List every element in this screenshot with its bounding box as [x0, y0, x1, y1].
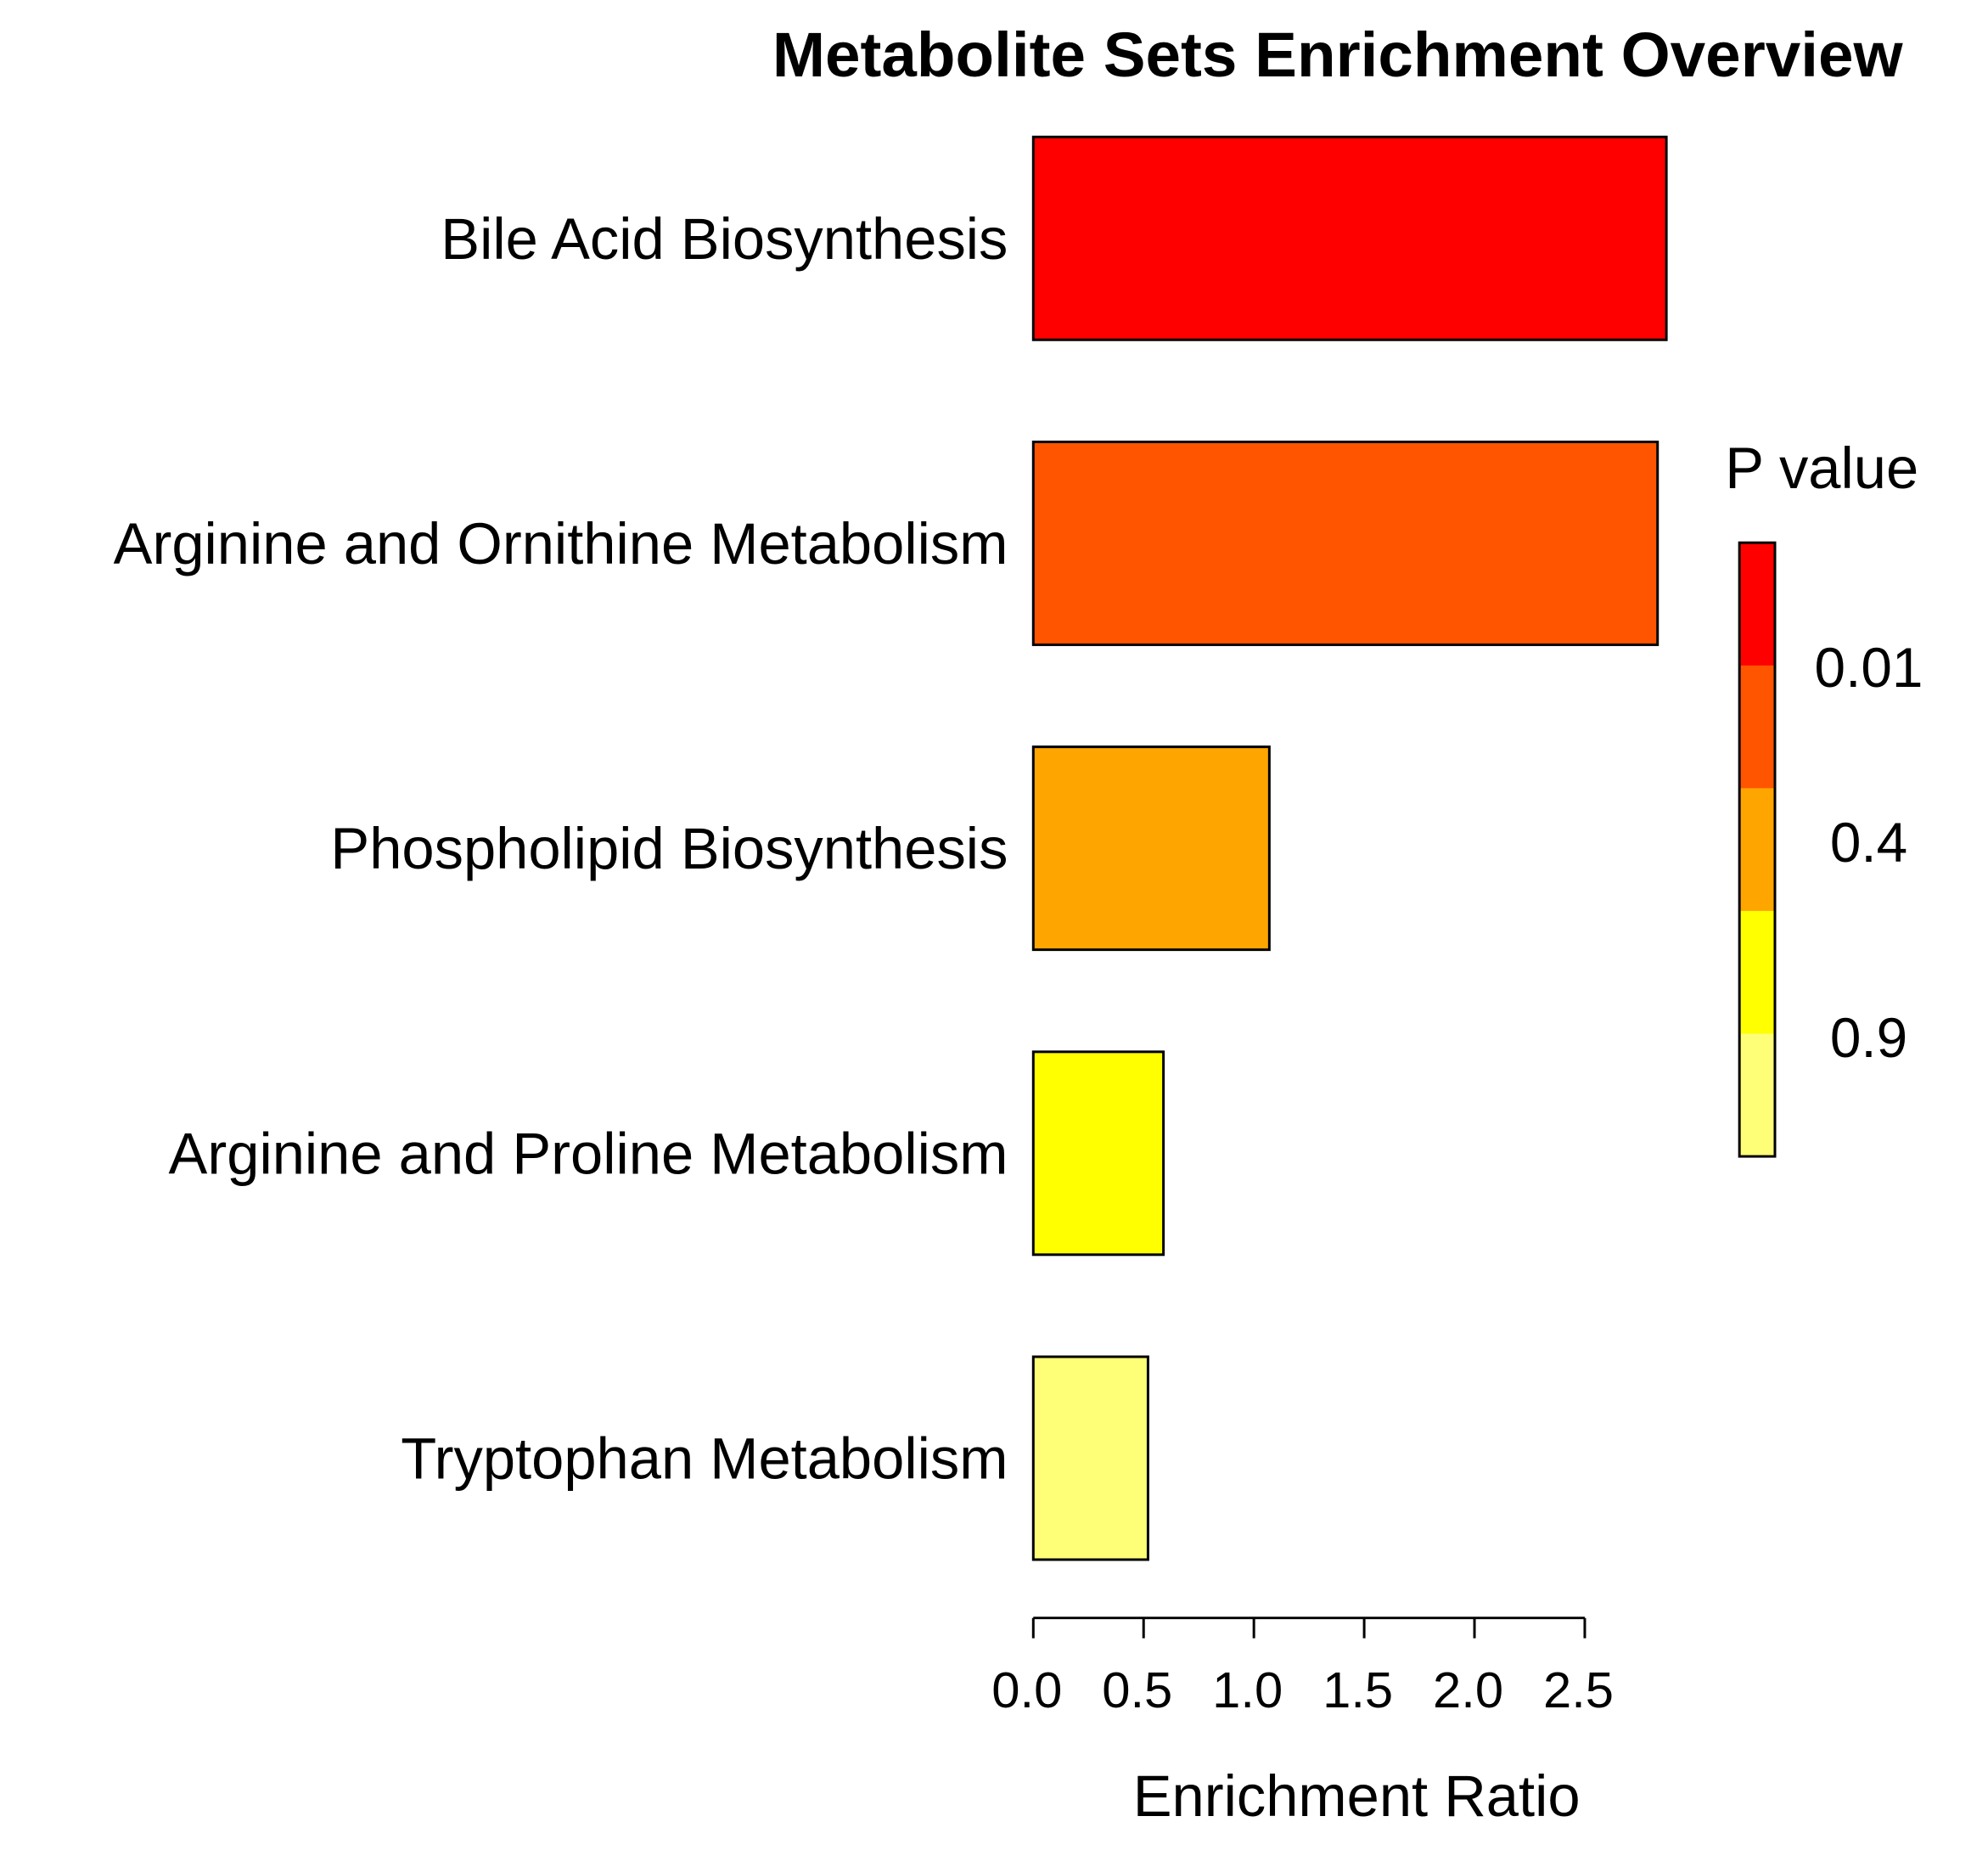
chart-title: Metabolite Sets Enrichment Overview — [772, 19, 1904, 90]
bar — [1031, 135, 1668, 341]
x-tick-label: 0.0 — [991, 1662, 1062, 1718]
y-tick-label: Arginine and Ornithine Metabolism — [114, 511, 1008, 576]
colorbar-band — [1739, 665, 1775, 790]
y-tick-label: Arginine and Proline Metabolism — [169, 1121, 1008, 1186]
colorbar-band — [1739, 1033, 1775, 1157]
x-tick-label: 2.0 — [1433, 1662, 1503, 1718]
x-axis-title: Enrichment Ratio — [1133, 1763, 1581, 1829]
bar — [1031, 440, 1659, 646]
x-tick-label: 2.5 — [1543, 1662, 1614, 1718]
bar — [1031, 745, 1271, 952]
x-tick-label: 0.5 — [1102, 1662, 1172, 1718]
colorbar-frame — [1738, 541, 1777, 1158]
colorbar-tick-label: 0.01 — [1815, 637, 1923, 699]
bar — [1031, 1355, 1149, 1561]
bar — [1031, 1050, 1165, 1257]
colorbar-band — [1739, 543, 1775, 666]
y-tick-label: Phospholipid Biosynthesis — [330, 816, 1008, 881]
y-tick-label: Tryptophan Metabolism — [401, 1426, 1008, 1492]
colorbar-title: P value — [1725, 436, 1918, 501]
colorbar-band — [1739, 788, 1775, 912]
colorbar-tick-label: 0.4 — [1830, 812, 1907, 874]
x-tick-label: 1.0 — [1212, 1662, 1283, 1718]
x-tick-label: 1.5 — [1323, 1662, 1393, 1718]
y-tick-label: Bile Acid Biosynthesis — [441, 206, 1008, 272]
colorbar-tick-label: 0.9 — [1830, 1007, 1907, 1069]
colorbar-band — [1739, 910, 1775, 1035]
